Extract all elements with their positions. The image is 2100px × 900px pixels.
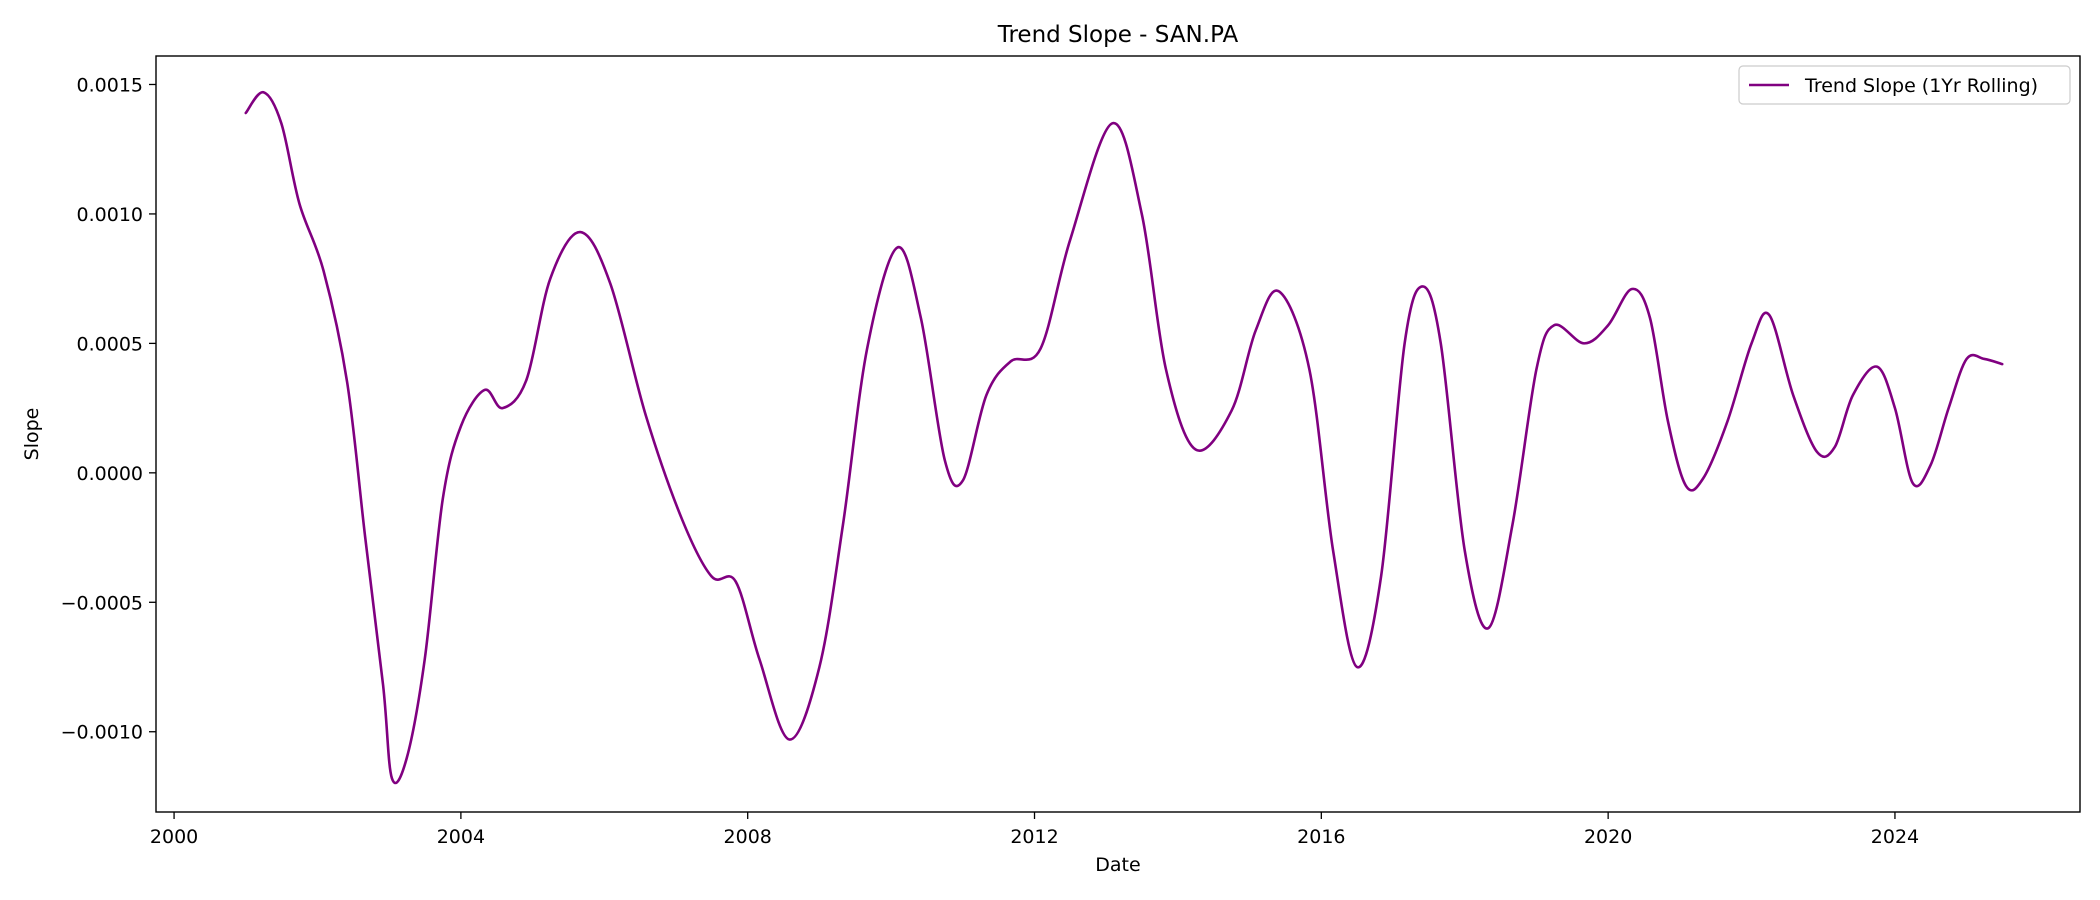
- x-tick-label: 2024: [1871, 826, 1919, 848]
- y-tick-label: −0.0005: [61, 592, 143, 614]
- y-tick-label: 0.0010: [77, 204, 143, 226]
- x-tick-label: 2004: [437, 826, 485, 848]
- chart-title: Trend Slope - SAN.PA: [997, 22, 1239, 48]
- y-tick-label: 0.0005: [77, 333, 143, 355]
- legend-box: [1738, 65, 2071, 105]
- legend-label: Trend Slope (1Yr Rolling): [1804, 75, 2038, 97]
- x-tick-label: 2016: [1297, 826, 1345, 848]
- y-tick-label: 0.0015: [77, 74, 143, 96]
- y-axis-label: Slope: [21, 408, 43, 461]
- x-tick-label: 2020: [1584, 826, 1632, 848]
- y-tick-label: 0.0000: [77, 463, 143, 485]
- x-tick-label: 2008: [724, 826, 772, 848]
- series-line: [244, 90, 2004, 785]
- plot-frame: [155, 55, 2081, 813]
- legend: Trend Slope (1Yr Rolling): [1738, 65, 2071, 105]
- x-axis-label: Date: [1095, 854, 1140, 876]
- y-tick-label: −0.0010: [61, 722, 143, 744]
- x-tick-label: 2000: [150, 826, 198, 848]
- x-tick-label: 2012: [1010, 826, 1058, 848]
